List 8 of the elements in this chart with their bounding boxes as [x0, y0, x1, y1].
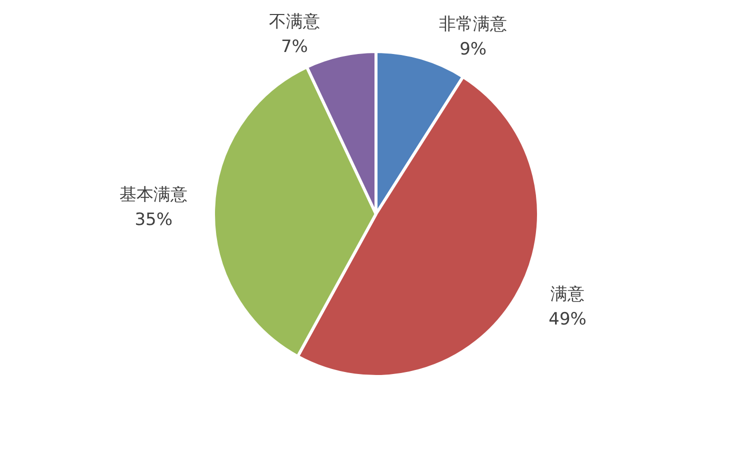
slice-label: 不满意 — [268, 12, 320, 32]
data-label: 7% — [280, 36, 308, 57]
slice-label: 非常满意 — [439, 14, 508, 35]
slice-label: 基本满意 — [120, 185, 188, 206]
data-label: 35% — [134, 210, 173, 230]
slice-label: 满意 — [550, 284, 585, 304]
data-label: 49% — [548, 309, 586, 330]
data-label: 9% — [460, 40, 487, 60]
